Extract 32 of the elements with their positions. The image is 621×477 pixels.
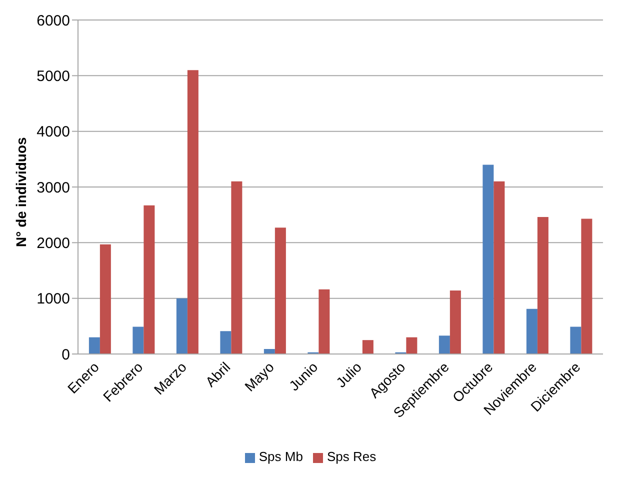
bar — [482, 164, 494, 354]
y-tick-label: 0 — [62, 346, 70, 364]
bar — [176, 298, 188, 354]
bar — [318, 289, 330, 354]
bar — [187, 70, 198, 354]
y-tick-label: 3000 — [36, 179, 70, 196]
y-tick-label: 6000 — [36, 12, 70, 30]
bar — [362, 340, 374, 354]
bar — [537, 217, 548, 354]
legend-label: Sps Mb — [258, 449, 303, 464]
y-tick-label: 4000 — [36, 124, 70, 141]
bar — [570, 326, 582, 354]
legend-label: Sps Res — [326, 449, 376, 464]
bar — [526, 308, 538, 354]
y-tick-label: 1000 — [36, 290, 70, 308]
bar — [144, 205, 155, 354]
y-axis-title: N° de individuos — [12, 136, 29, 247]
x-tick-label: Julio — [332, 358, 365, 390]
bar — [494, 181, 505, 354]
bar — [220, 331, 232, 354]
bar — [88, 337, 100, 354]
bar — [406, 337, 418, 354]
bar — [231, 181, 242, 354]
bar — [100, 244, 111, 354]
y-tick-label: 5000 — [36, 68, 70, 85]
bar — [438, 336, 450, 354]
bar — [581, 218, 592, 354]
bar — [132, 326, 144, 354]
bar — [450, 290, 461, 354]
bar — [274, 228, 286, 354]
bar — [264, 348, 275, 354]
y-tick-label: 2000 — [36, 234, 70, 252]
